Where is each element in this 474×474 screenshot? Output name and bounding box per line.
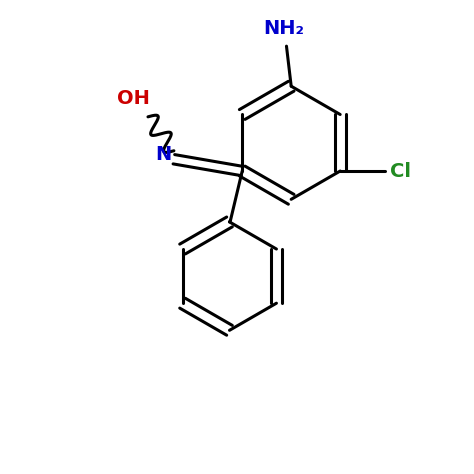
- Text: OH: OH: [118, 90, 150, 109]
- Text: Cl: Cl: [390, 162, 410, 181]
- Text: NH₂: NH₂: [264, 18, 305, 37]
- Text: N: N: [155, 145, 172, 164]
